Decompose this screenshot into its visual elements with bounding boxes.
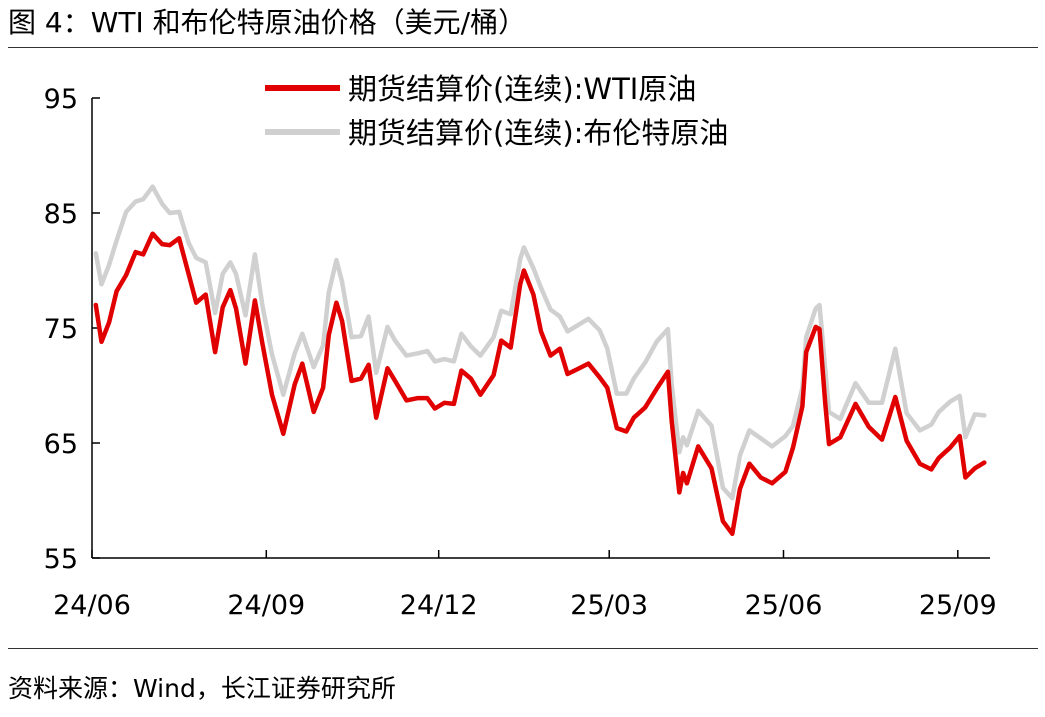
x-tick-label: 25/03 xyxy=(570,590,648,621)
legend-label: 期货结算价(连续):WTI原油 xyxy=(348,72,696,106)
y-tick-label: 65 xyxy=(44,429,78,460)
series-layer xyxy=(93,184,987,537)
top-rule xyxy=(8,47,1038,48)
series-line-wti xyxy=(93,231,987,537)
line-chart: 55 65 75 85 95 24/06 24/09 24/12 25/03 25/06 25/09… xyxy=(44,72,997,621)
x-tick-label: 24/12 xyxy=(400,590,478,621)
y-tick-label: 75 xyxy=(44,314,78,345)
x-tick-label: 25/06 xyxy=(745,590,823,621)
source-note: 资料来源：Wind，长江证券研究所 xyxy=(8,674,396,703)
legend-label: 期货结算价(连续):布伦特原油 xyxy=(348,116,728,150)
chart-axes: 55 65 75 85 95 24/06 24/09 24/12 25/03 25/06 25/09 xyxy=(44,84,997,621)
y-tick-label: 85 xyxy=(44,199,78,230)
x-tick-label: 24/06 xyxy=(53,590,131,621)
bottom-rule xyxy=(8,648,1038,649)
x-tick-label: 24/09 xyxy=(227,590,305,621)
y-tick-label: 55 xyxy=(44,544,78,575)
figure-title: 图 4：WTI 和布伦特原油价格（美元/桶） xyxy=(8,6,527,39)
x-tick-label: 25/09 xyxy=(919,590,997,621)
y-tick-label: 95 xyxy=(44,84,78,115)
series-line-brent xyxy=(93,184,987,501)
